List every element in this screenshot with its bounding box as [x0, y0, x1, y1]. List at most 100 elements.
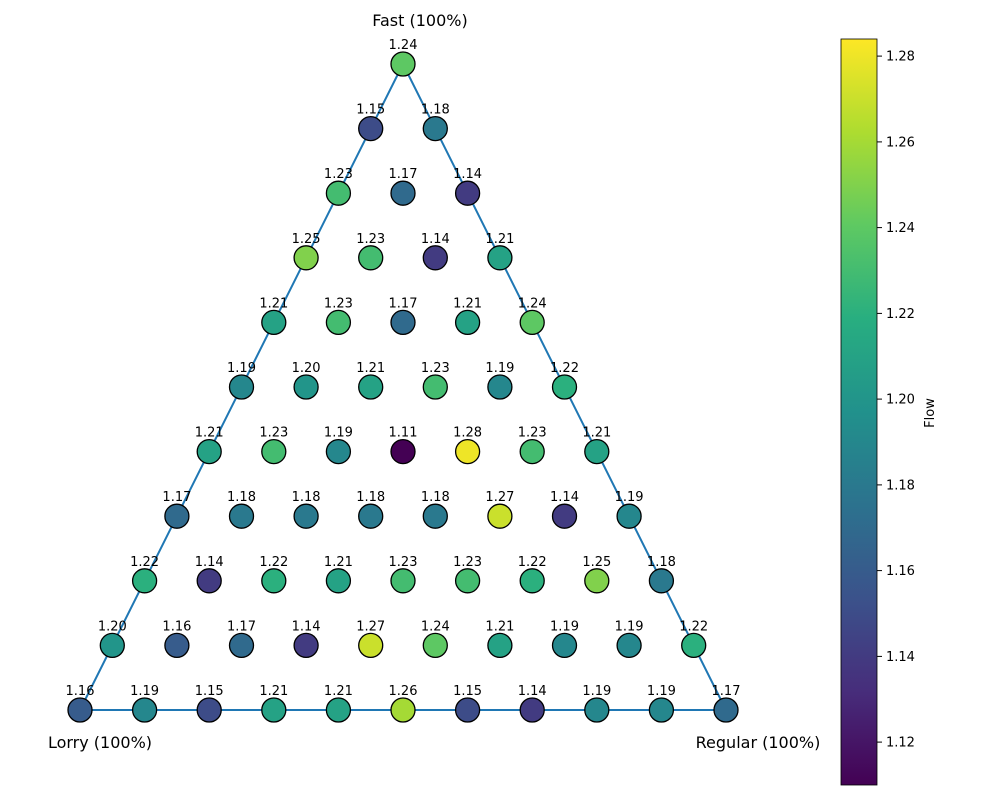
data-point	[228, 374, 255, 400]
data-label: 1.25	[292, 232, 321, 247]
data-point	[390, 180, 416, 206]
data-label: 1.21	[453, 296, 482, 311]
data-label: 1.18	[356, 490, 385, 505]
data-label: 1.20	[292, 361, 321, 376]
data-label: 1.18	[227, 490, 256, 505]
data-label: 1.18	[421, 490, 450, 505]
data-point	[551, 503, 578, 529]
data-label: 1.21	[259, 296, 288, 311]
data-point	[454, 438, 481, 465]
data-point	[454, 568, 481, 594]
data-label: 1.14	[195, 555, 224, 570]
data-point	[487, 503, 513, 529]
colorbar: 1.12 1.14 1.16 1.18 1.20 1.22 1.24 1.26 1.28 Flo…	[840, 38, 938, 786]
data-point	[164, 632, 190, 659]
data-label: 1.19	[227, 361, 256, 376]
vertex-label-lorry: Lorry (100%)	[48, 733, 152, 752]
data-point	[358, 115, 384, 142]
data-point	[616, 632, 642, 659]
data-point	[358, 245, 384, 271]
data-point	[196, 697, 222, 723]
data-point	[325, 697, 352, 723]
data-label: 1.17	[162, 490, 191, 505]
data-label: 1.19	[615, 619, 644, 634]
data-point	[422, 245, 448, 271]
triangle-edge	[79, 63, 727, 711]
data-point	[261, 568, 287, 594]
data-label: 1.15	[195, 684, 224, 699]
colorbar-tick-label: 1.18	[886, 478, 915, 493]
data-label: 1.22	[550, 361, 579, 376]
data-label: 1.19	[550, 619, 579, 634]
data-point	[584, 697, 610, 723]
data-point	[648, 697, 675, 723]
data-label: 1.24	[421, 619, 450, 634]
data-label: 1.18	[647, 555, 676, 570]
data-label: 1.21	[324, 555, 353, 570]
data-point	[325, 568, 352, 594]
data-label: 1.23	[518, 426, 547, 441]
data-point	[551, 632, 578, 659]
data-label: 1.16	[66, 684, 95, 699]
data-label: 1.18	[421, 103, 450, 118]
data-label: 1.23	[259, 426, 288, 441]
data-label: 1.14	[550, 490, 579, 505]
data-point	[616, 503, 642, 529]
data-point	[454, 309, 481, 336]
data-point	[261, 438, 287, 465]
data-label: 1.21	[324, 684, 353, 699]
colorbar-tick-label: 1.24	[886, 221, 915, 236]
data-point	[196, 568, 222, 594]
colorbar-ticks: 1.12 1.14 1.16 1.18 1.20 1.22 1.24 1.26 1.28	[877, 50, 915, 751]
colorbar-tick-label: 1.28	[886, 50, 915, 65]
data-point	[293, 503, 319, 529]
data-point	[422, 632, 448, 659]
data-point	[390, 697, 416, 723]
data-point	[358, 632, 384, 659]
data-label: 1.19	[324, 426, 353, 441]
data-point	[519, 309, 545, 336]
data-label: 1.21	[582, 426, 611, 441]
data-label: 1.11	[389, 426, 418, 441]
data-label: 1.22	[679, 619, 708, 634]
data-label: 1.23	[324, 167, 353, 182]
data-label: 1.19	[582, 684, 611, 699]
data-point	[293, 374, 319, 400]
data-label: 1.17	[389, 296, 418, 311]
data-point	[261, 697, 287, 723]
colorbar-tick-label: 1.26	[886, 135, 915, 150]
data-point	[293, 245, 319, 271]
colorbar-tick-label: 1.14	[886, 650, 915, 665]
vertex-label-fast: Fast (100%)	[372, 11, 467, 30]
triangle-outline	[79, 63, 727, 711]
data-label: 1.22	[130, 555, 159, 570]
data-label: 1.14	[292, 619, 321, 634]
colorbar-tick-label: 1.16	[886, 564, 915, 579]
data-label: 1.23	[356, 232, 385, 247]
data-label: 1.21	[259, 684, 288, 699]
data-label: 1.21	[356, 361, 385, 376]
data-label: 1.17	[227, 619, 256, 634]
data-point	[390, 438, 416, 465]
data-point	[261, 309, 287, 336]
data-label: 1.15	[453, 684, 482, 699]
data-points	[67, 51, 739, 723]
data-point	[164, 503, 190, 529]
data-point	[519, 438, 545, 465]
data-label: 1.23	[389, 555, 418, 570]
data-point	[390, 51, 416, 77]
data-point	[67, 697, 93, 723]
data-label: 1.14	[453, 167, 482, 182]
colorbar-tick-label: 1.20	[886, 393, 915, 408]
data-point	[390, 309, 416, 336]
data-point	[422, 374, 448, 400]
data-point	[228, 632, 255, 659]
colorbar-tick-label: 1.12	[886, 736, 915, 751]
data-point	[325, 180, 352, 206]
data-label: 1.19	[130, 684, 159, 699]
data-label: 1.22	[259, 555, 288, 570]
data-point	[648, 568, 675, 594]
data-point	[422, 503, 448, 529]
data-label: 1.23	[453, 555, 482, 570]
